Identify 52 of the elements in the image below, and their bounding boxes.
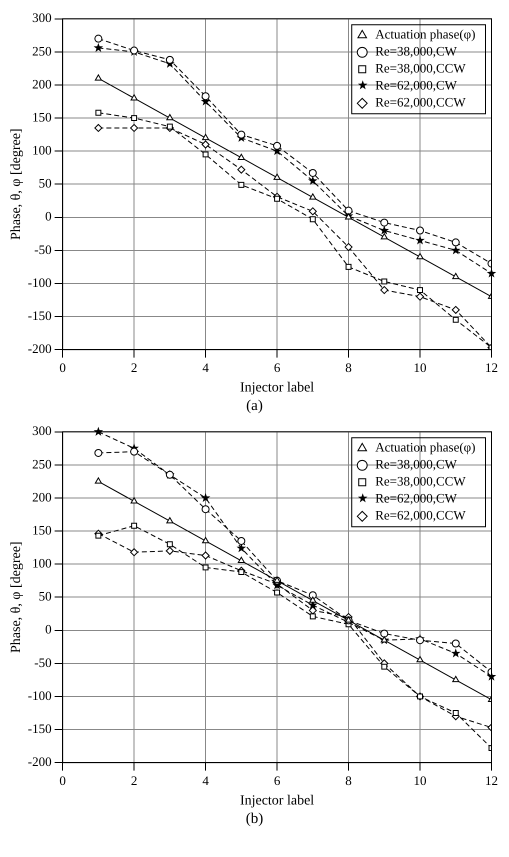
- y-tick-label: 250: [32, 456, 52, 472]
- x-tick-label: 2: [130, 360, 138, 375]
- legend-label: Re=62,000,CW: [375, 78, 458, 93]
- legend-label: Actuation phase(φ): [375, 440, 476, 455]
- x-axis-title: Injector label: [240, 793, 314, 808]
- x-tick-label: 10: [414, 772, 427, 788]
- y-tick-label: 300: [32, 10, 52, 26]
- y-tick-label: -50: [34, 654, 52, 670]
- y-tick-label: 0: [45, 622, 52, 637]
- y-tick-label: -150: [28, 308, 52, 323]
- y-tick-label: 200: [32, 76, 52, 92]
- y-tick-label: 300: [32, 423, 52, 438]
- y-tick-label: -200: [28, 341, 52, 356]
- y-tick-label: 250: [32, 43, 52, 58]
- y-axis-title: Phase, θ, φ [degree]: [9, 128, 24, 240]
- x-tick-label: 0: [59, 360, 66, 375]
- x-tick-label: 12: [485, 772, 498, 788]
- x-tick-label: 8: [345, 772, 352, 788]
- y-tick-label: -100: [28, 274, 52, 290]
- legend-label: Re=62,000,CCW: [375, 508, 466, 523]
- x-tick-label: 4: [202, 360, 210, 375]
- x-tick-label: 6: [274, 360, 281, 375]
- text: (b): [244, 811, 264, 828]
- y-tick-label: 0: [45, 208, 52, 224]
- y-tick-label: -50: [34, 242, 52, 257]
- y-tick-label: 150: [32, 522, 52, 538]
- legend-label: Re=62,000,CW: [375, 490, 458, 506]
- x-tick-label: 10: [414, 360, 427, 375]
- y-axis-title: Phase, θ, φ [degree]: [9, 541, 24, 653]
- y-tick-label: 150: [32, 109, 52, 124]
- y-tick-label: 50: [38, 588, 52, 604]
- y-tick-label: 100: [32, 556, 52, 571]
- y-tick-label: 100: [32, 142, 52, 158]
- legend-label: Re=38,000,CW: [375, 44, 458, 59]
- x-tick-label: 12: [485, 360, 498, 375]
- text: (a): [245, 398, 264, 415]
- x-tick-label: 6: [274, 772, 281, 788]
- y-tick-label: 200: [32, 489, 52, 504]
- x-tick-label: 8: [345, 360, 352, 375]
- legend-label: Re=38,000,CCW: [375, 474, 466, 489]
- x-axis-title: Injector label: [240, 380, 314, 396]
- y-tick-label: -200: [28, 754, 52, 770]
- legend-label: Actuation phase(φ): [375, 26, 476, 42]
- x-tick-label: 2: [130, 772, 138, 788]
- legend-label: Re=62,000,CCW: [375, 94, 466, 110]
- y-tick-label: -100: [28, 688, 52, 703]
- legend-label: Re=38,000,CW: [375, 456, 458, 472]
- legend-label: Re=38,000,CCW: [375, 60, 466, 76]
- y-tick-label: 50: [38, 176, 52, 191]
- x-tick-label: 4: [202, 772, 210, 788]
- y-tick-label: -150: [28, 720, 52, 736]
- x-tick-label: 0: [59, 772, 66, 788]
